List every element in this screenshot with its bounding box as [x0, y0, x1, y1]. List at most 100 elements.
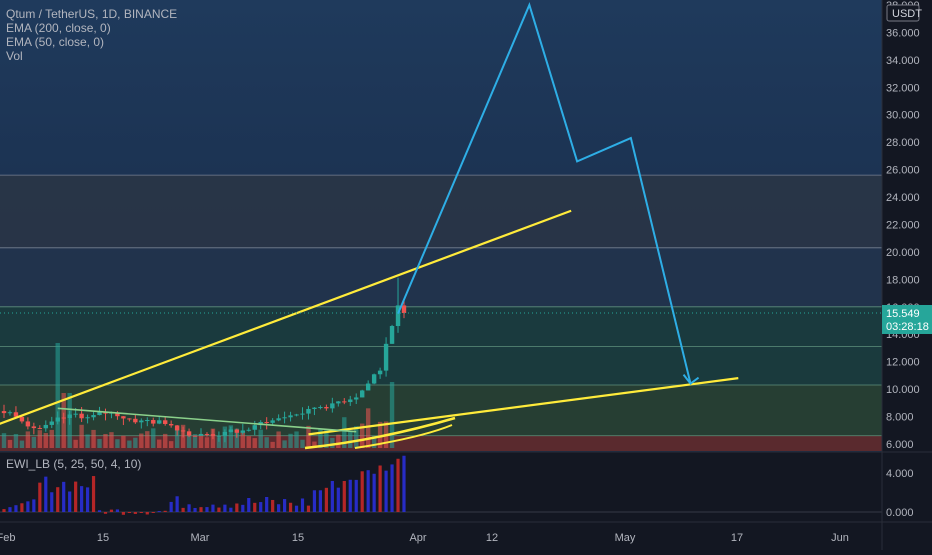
oscillator-bar	[74, 481, 78, 512]
volume-bar	[365, 408, 371, 448]
time-tick-label: Feb	[0, 532, 15, 544]
volume-bar	[371, 435, 377, 448]
volume-bar	[240, 432, 245, 448]
candle-body	[324, 407, 329, 409]
oscillator-bar	[324, 487, 328, 512]
zone-16-10	[0, 306, 882, 386]
volume-bar	[7, 439, 13, 448]
oscillator-bar	[259, 502, 263, 512]
volume-bar	[252, 438, 257, 448]
oscillator-bar	[115, 509, 120, 512]
oscillator-bar	[193, 507, 197, 512]
oscillator-bar	[20, 503, 24, 512]
symbol-title[interactable]: Qtum / TetherUS, 1D, BINANCE	[6, 7, 178, 21]
oscillator-bar	[282, 499, 287, 512]
candle-body	[1, 411, 7, 414]
oscillator-bar	[97, 510, 102, 512]
oscillator-bar	[91, 476, 96, 512]
ema-curve	[354, 424, 453, 449]
time-tick-label: May	[615, 532, 636, 544]
volume-bar	[204, 437, 210, 448]
candle-body	[31, 426, 37, 429]
oscillator-bar	[139, 512, 143, 513]
oscillator-bar	[241, 504, 245, 512]
time-tick-label: Mar	[191, 532, 210, 544]
candle-body	[222, 431, 228, 436]
volume-bar	[324, 430, 329, 448]
oscillator-bar	[56, 487, 60, 512]
volume-bar	[37, 430, 43, 448]
candle-body	[210, 434, 216, 436]
oscillator-bar	[402, 455, 406, 512]
oscillator-bar	[8, 507, 12, 512]
oscillator-bar	[277, 504, 281, 512]
oscillator-bar	[187, 504, 191, 512]
volume-bar	[389, 382, 395, 448]
candle-body	[252, 425, 257, 430]
oscillator-bar	[14, 505, 18, 512]
candle-body	[37, 428, 43, 430]
candle-body	[192, 435, 198, 437]
candle-body	[180, 430, 186, 432]
candle-body	[234, 429, 240, 433]
volume-bar	[312, 441, 317, 448]
time-tick-label: 12	[486, 532, 498, 544]
oscillator-bar	[318, 490, 323, 512]
volume-bar	[174, 429, 180, 448]
oscillator-bar	[378, 465, 382, 512]
volume-legend[interactable]: Vol	[6, 49, 23, 63]
last-price-label: 15.549	[886, 308, 920, 320]
ema-curve	[304, 416, 456, 450]
price-tick-label: 18.000	[886, 274, 920, 286]
price-tick-label: 8.000	[886, 412, 914, 424]
candle-body	[395, 305, 401, 327]
candle-body	[216, 435, 222, 437]
oscillator-bar	[157, 511, 161, 513]
oscillator-bar	[211, 504, 215, 512]
oscillator-legend[interactable]: EWI_LB (5, 25, 50, 4, 10)	[6, 457, 142, 471]
volume-bar	[306, 425, 311, 448]
candle-body	[73, 413, 78, 415]
projection-path	[397, 2, 692, 384]
oscillator-bar	[384, 470, 388, 512]
price-tick-label: 32.000	[886, 82, 920, 94]
volume-bar	[25, 431, 31, 448]
candle-body	[264, 422, 269, 424]
price-tick-label: 12.000	[886, 357, 920, 369]
oscillator-bar	[26, 501, 30, 512]
oscillator-bar	[44, 476, 48, 512]
candle-body	[25, 421, 31, 427]
oscillator-bar	[253, 502, 257, 512]
zone-10-6	[0, 385, 882, 436]
volume-bar	[336, 434, 341, 448]
volume-bar	[186, 434, 192, 448]
price-tick-label: 20.000	[886, 247, 920, 259]
candle-body	[318, 407, 323, 409]
oscillator-bar	[181, 507, 185, 512]
oscillator-bar	[354, 479, 358, 512]
oscillator-bar	[2, 509, 6, 512]
ema200-legend[interactable]: EMA (200, close, 0)	[6, 21, 111, 35]
oscillator-bar	[80, 486, 84, 512]
oscillator-bar	[300, 498, 305, 512]
volume-bar	[264, 437, 269, 448]
candle-body	[348, 399, 353, 403]
volume-bar	[43, 433, 48, 448]
candle-body	[276, 418, 281, 421]
candle-body	[139, 420, 144, 423]
candle-body	[157, 420, 162, 424]
candle-body	[336, 401, 341, 404]
trendline	[57, 407, 357, 433]
volume-bar	[216, 437, 222, 448]
candle-body	[151, 420, 156, 424]
volume-bar	[157, 439, 162, 448]
oscillator-bar	[38, 482, 42, 512]
volume-bar	[288, 433, 293, 448]
price-tick-label: 28.000	[886, 137, 920, 149]
volume-bar	[127, 440, 132, 448]
candle-body	[13, 412, 19, 417]
ema50-legend[interactable]: EMA (50, close, 0)	[6, 35, 105, 49]
candle-body	[168, 423, 174, 426]
